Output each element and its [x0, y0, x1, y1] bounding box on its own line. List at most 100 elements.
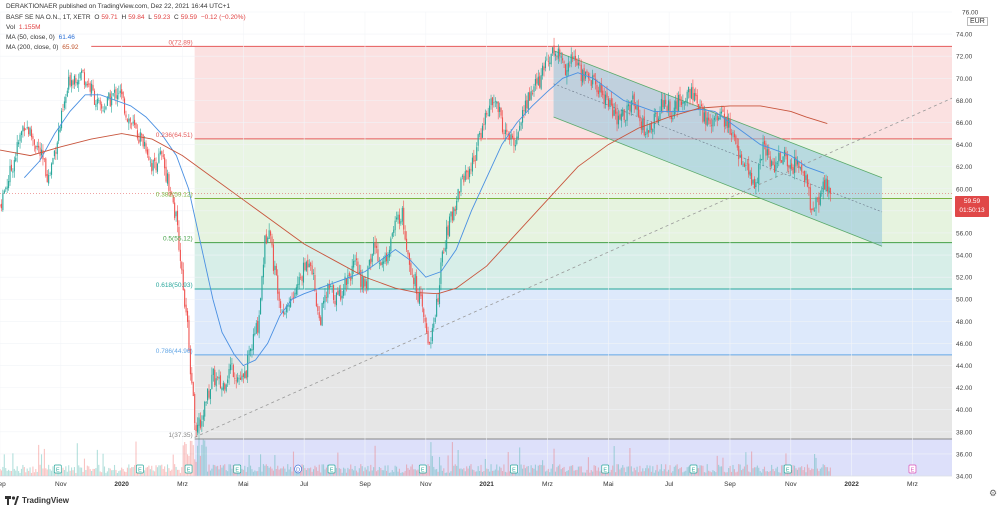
candle-body [546, 58, 548, 60]
volume-bar [513, 471, 515, 476]
candle [434, 314, 436, 324]
candle [713, 115, 715, 127]
candle-body [370, 258, 372, 264]
volume-bar [288, 469, 290, 476]
marker-box [233, 464, 242, 474]
volume-bar [261, 471, 263, 476]
volume-bar [559, 464, 561, 476]
volume-bar [335, 467, 337, 476]
candle-body [793, 157, 796, 173]
candle [198, 412, 200, 434]
candle-body [653, 113, 655, 129]
volume-bar [277, 465, 279, 476]
candle [460, 176, 462, 197]
candle [745, 158, 747, 171]
volume-bar [491, 470, 494, 476]
volume-bar [179, 472, 181, 476]
candle-body [762, 141, 764, 160]
candle [609, 98, 611, 110]
volume-bar [5, 468, 7, 476]
volume-bar [659, 469, 661, 476]
candle [62, 103, 64, 113]
candle-body [361, 276, 363, 289]
candle [391, 232, 393, 239]
volume-bar [148, 465, 150, 476]
volume-bar [726, 472, 728, 476]
candle [553, 37, 555, 57]
volume-bar [181, 467, 183, 476]
candle-body [729, 118, 731, 135]
ma50-legend[interactable]: MA (50, close, 0) 61.46 [6, 34, 77, 41]
volume-bar [533, 468, 535, 476]
volume-bar [600, 470, 602, 476]
candle [338, 285, 340, 297]
candle-body [695, 93, 697, 97]
volume-bar [292, 451, 295, 476]
volume-bar [479, 470, 481, 476]
candle [729, 112, 731, 135]
candle [637, 99, 640, 119]
volume-label: Vol [6, 24, 16, 31]
candle-body [322, 300, 325, 304]
candle [683, 101, 685, 110]
candle-body [431, 327, 433, 342]
candle-body [799, 166, 801, 169]
candle [483, 117, 485, 131]
earnings-marker: E [136, 464, 144, 474]
candle-body [3, 190, 5, 194]
volume-legend[interactable]: Vol 1.155M [6, 24, 43, 31]
gear-icon[interactable]: ⚙ [989, 488, 998, 498]
candle-body [410, 263, 412, 275]
candle-body [351, 265, 353, 279]
volume-bar [134, 465, 136, 476]
candle [91, 79, 93, 97]
candle-body [78, 80, 80, 85]
volume-bar [532, 467, 534, 476]
candle-body [510, 133, 512, 140]
volume-bar [185, 443, 187, 476]
volume-bar [374, 445, 376, 476]
volume-bar [381, 470, 383, 476]
candle [680, 96, 683, 108]
candle [640, 117, 642, 135]
candle [501, 110, 504, 135]
currency-button[interactable]: EUR [967, 17, 988, 26]
candle [225, 383, 227, 393]
volume-bar [260, 454, 262, 476]
candle-body [284, 312, 286, 315]
candle-body [58, 129, 60, 141]
candle-body [798, 161, 800, 168]
volume-bar [550, 468, 552, 476]
candle-body [676, 99, 678, 111]
candle [586, 69, 588, 76]
volume-bar [322, 464, 325, 476]
candle [660, 92, 662, 114]
candle [208, 384, 210, 400]
volume-bar [208, 464, 210, 476]
candle [739, 149, 741, 158]
candle-body [519, 125, 521, 131]
candle-body [188, 320, 190, 351]
candle [693, 88, 695, 102]
candle-body [43, 158, 45, 160]
candle-body [504, 129, 506, 135]
candle-body [330, 286, 332, 288]
volume-bar [375, 471, 378, 476]
tradingview-logo[interactable]: TradingView [5, 496, 69, 505]
volume-bar [407, 468, 409, 476]
candle [742, 160, 744, 167]
volume-bar [582, 472, 584, 476]
candle [776, 160, 778, 169]
ma200-legend[interactable]: MA (200, close, 0) 65.92 [6, 44, 80, 51]
candle [161, 150, 163, 161]
candle-body [343, 290, 345, 296]
candle-body [288, 305, 290, 307]
candle [477, 133, 479, 152]
candle-body [593, 74, 595, 77]
volume-bar [307, 468, 309, 476]
candle [325, 291, 327, 302]
candle-body [489, 105, 491, 117]
candle [753, 176, 756, 190]
candle [251, 344, 253, 358]
